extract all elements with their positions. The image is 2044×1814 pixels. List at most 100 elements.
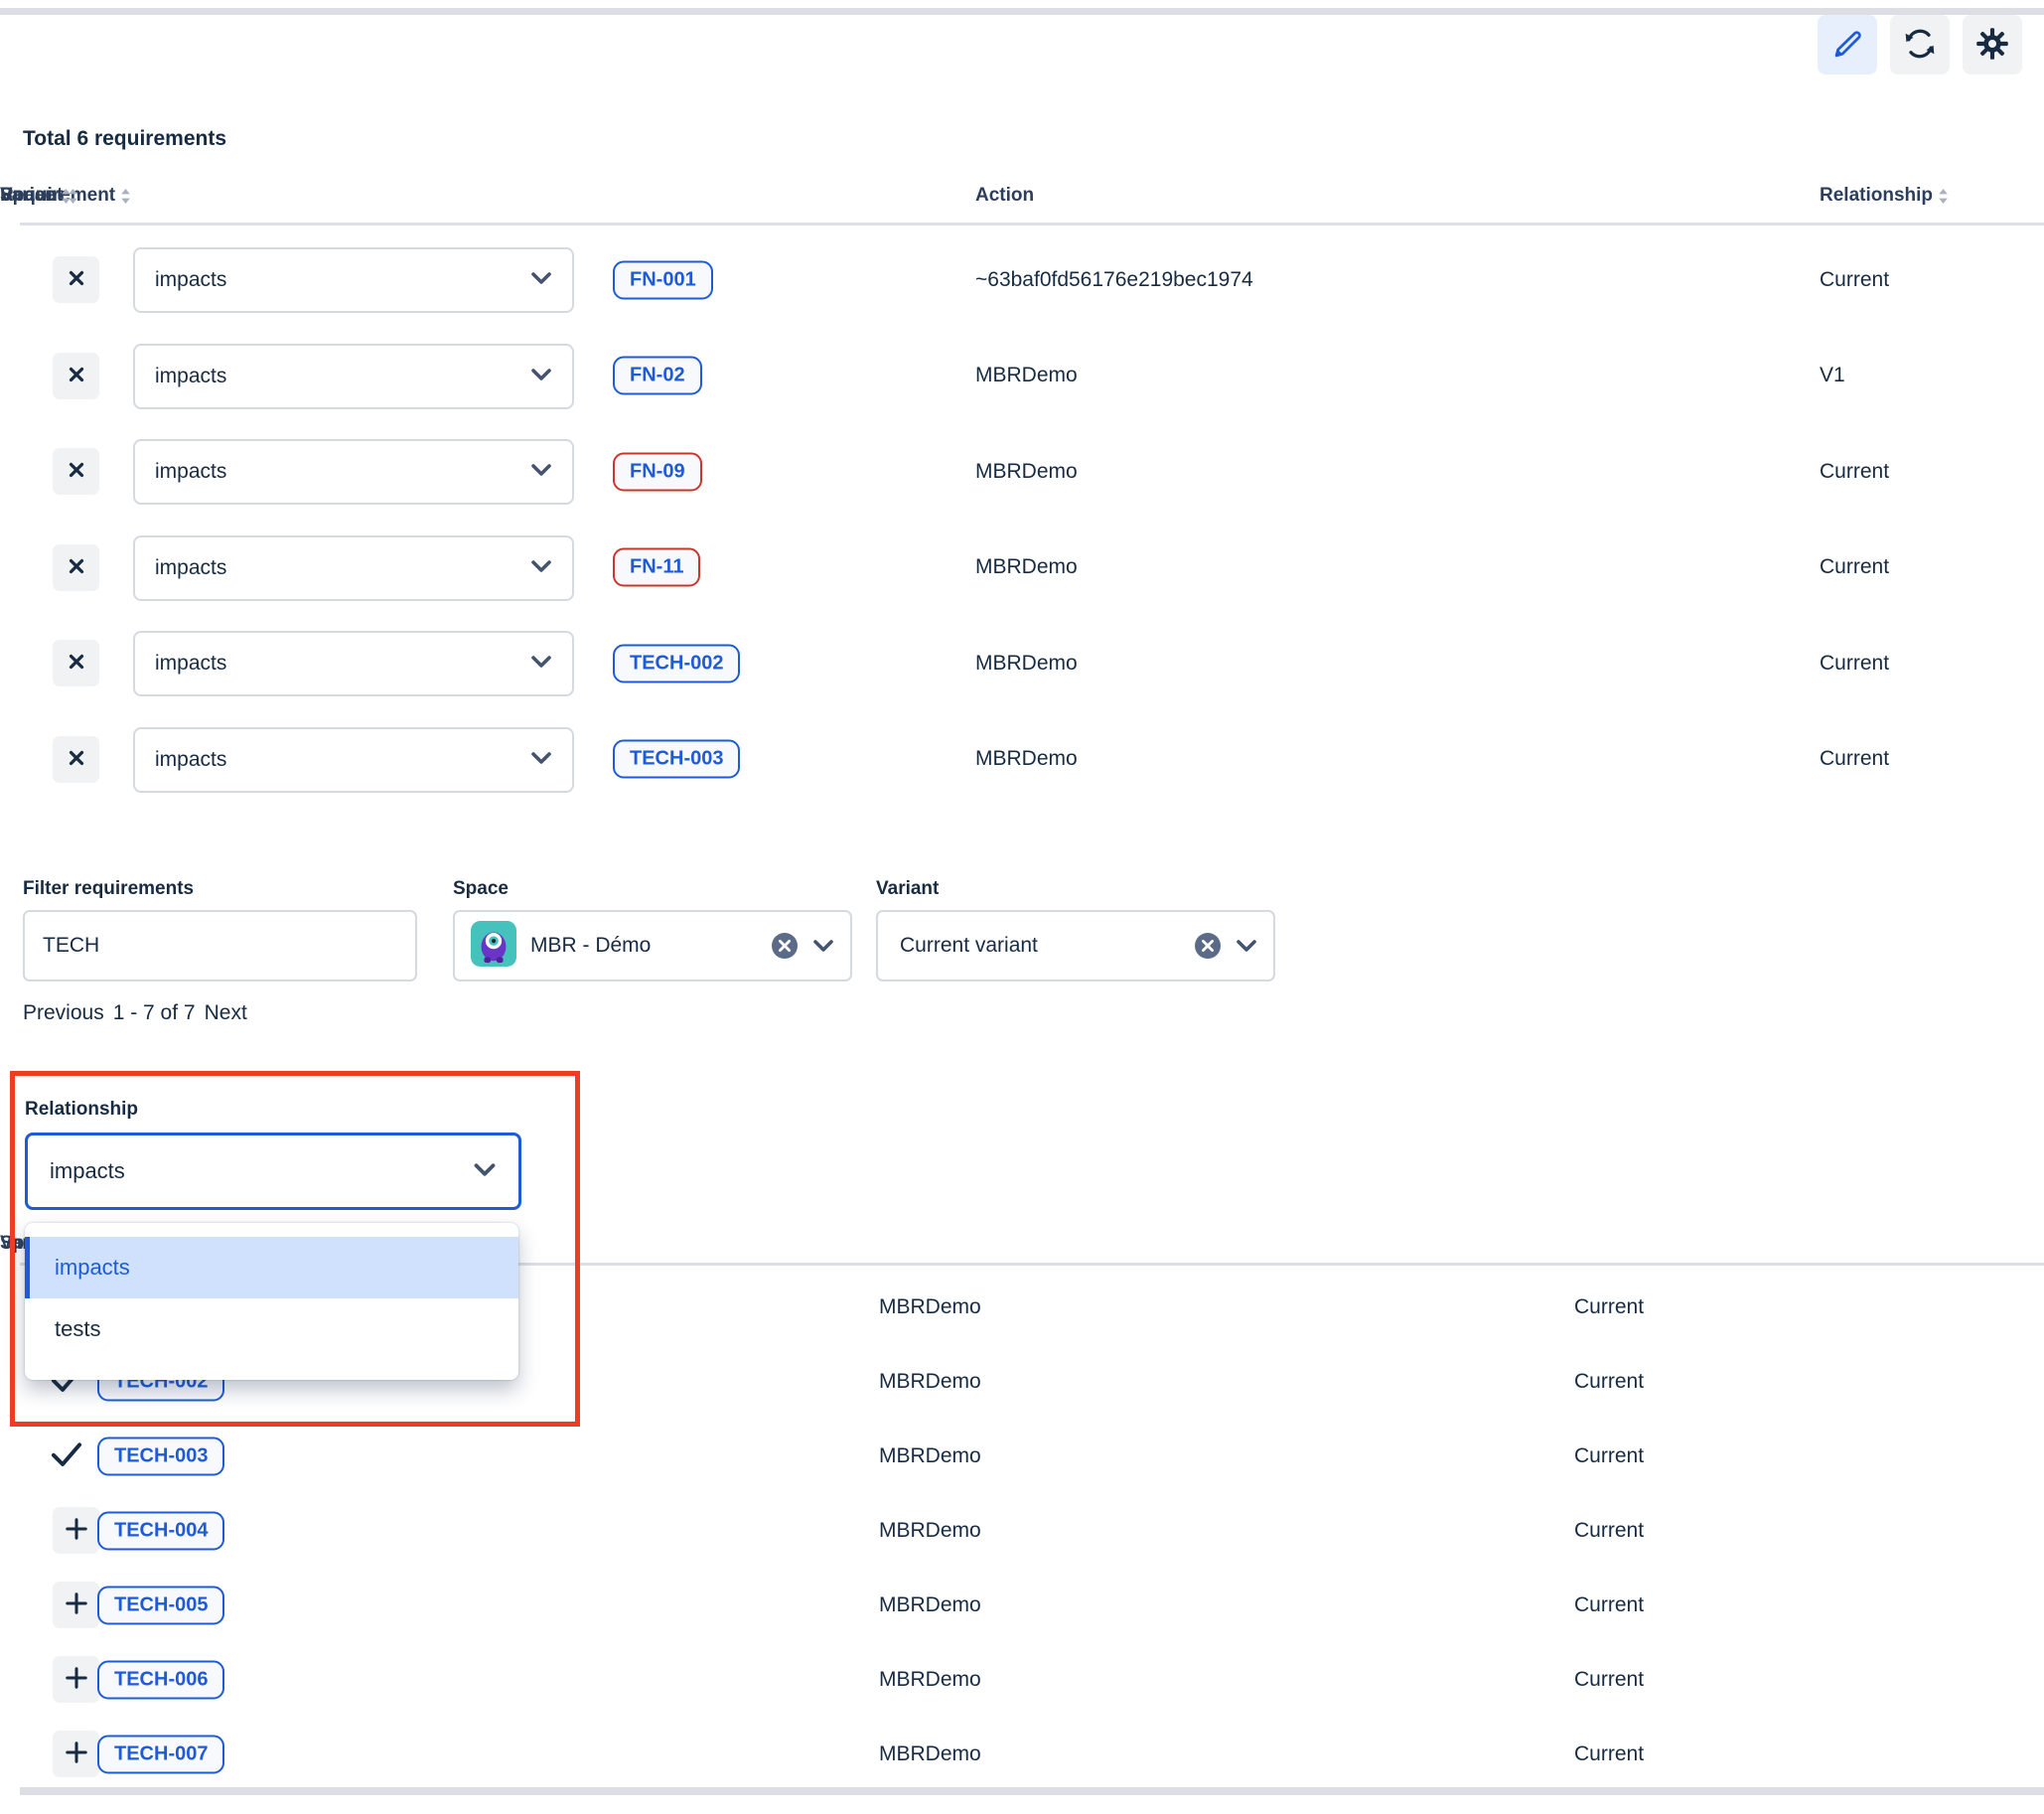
relationship-value: impacts xyxy=(155,747,227,771)
space-cell: MBRDemo xyxy=(975,364,1078,386)
previous-page-link[interactable]: Previous xyxy=(23,1001,104,1024)
requirement-key-badge[interactable]: FN-02 xyxy=(613,356,702,395)
relationship-select[interactable]: impacts xyxy=(133,247,574,313)
column-header[interactable]: Relationship xyxy=(1820,185,1949,210)
remove-link-button[interactable] xyxy=(53,256,99,303)
add-link-button[interactable] xyxy=(53,1656,99,1703)
relationship-select[interactable]: impacts xyxy=(133,534,574,601)
requirement-key-badge[interactable]: FN-001 xyxy=(613,260,713,299)
refresh-button[interactable] xyxy=(1890,15,1950,75)
remove-link-button[interactable] xyxy=(53,543,99,591)
requirement-key-badge[interactable]: TECH-006 xyxy=(97,1660,225,1699)
table-row: impacts FN-001 ~63baf0fd56176e219bec1974… xyxy=(0,231,2044,328)
pagination-range: 1 - 7 of 7 xyxy=(112,1001,196,1024)
space-cell: MBRDemo xyxy=(879,1369,981,1393)
variant-cell: Current xyxy=(1820,459,1890,483)
relationship-picker-select[interactable]: impacts xyxy=(25,1133,521,1210)
space-cell: MBRDemo xyxy=(879,1741,981,1765)
chevron-down-icon[interactable] xyxy=(812,938,834,954)
pagination: Previous 1 - 7 of 7 Next xyxy=(23,1001,247,1025)
add-link-button[interactable] xyxy=(53,1582,99,1628)
relationship-select[interactable]: impacts xyxy=(133,726,574,793)
table-row: impacts FN-02 MBRDemo V1 xyxy=(0,328,2044,424)
dropdown-option-label: tests xyxy=(55,1316,101,1341)
requirement-key-badge[interactable]: TECH-004 xyxy=(97,1511,225,1550)
variant-filter-select[interactable]: Current variant xyxy=(876,910,1275,982)
space-filter-value: MBR - Démo xyxy=(530,934,652,957)
table-row: TECH-003 MBRDemo Current xyxy=(0,1419,2044,1493)
column-header-label: Requirement xyxy=(0,185,116,206)
sort-icon xyxy=(1938,188,1949,210)
variant-cell: Current xyxy=(1574,1518,1645,1542)
relationship-picker-label: Relationship xyxy=(25,1099,139,1120)
column-header-label: Variant xyxy=(0,185,64,206)
close-icon xyxy=(65,650,88,677)
requirement-key-badge[interactable]: TECH-002 xyxy=(613,644,741,682)
add-link-button[interactable] xyxy=(53,1731,99,1777)
plus-icon xyxy=(64,1516,89,1545)
chevron-down-icon[interactable] xyxy=(1236,938,1257,954)
variant-cell: Current xyxy=(1574,1741,1645,1765)
close-icon xyxy=(65,458,88,485)
variant-cell: V1 xyxy=(1820,364,1845,386)
close-icon xyxy=(65,746,88,773)
remove-link-button[interactable] xyxy=(53,448,99,495)
table-row: TECH-005 MBRDemo Current xyxy=(0,1568,2044,1642)
variant-filter-label: Variant xyxy=(876,878,940,899)
relationship-value: impacts xyxy=(155,268,227,291)
remove-link-button[interactable] xyxy=(53,735,99,783)
space-cell: MBRDemo xyxy=(879,1294,981,1318)
remove-link-button[interactable] xyxy=(53,640,99,686)
top-divider xyxy=(0,8,2044,15)
dropdown-option[interactable]: impacts xyxy=(25,1237,518,1298)
column-header[interactable]: Action xyxy=(975,185,1034,207)
space-cell: MBRDemo xyxy=(975,651,1078,675)
next-page-link[interactable]: Next xyxy=(204,1001,247,1024)
table-row: impacts FN-09 MBRDemo Current xyxy=(0,423,2044,520)
requirement-key-badge[interactable]: TECH-003 xyxy=(97,1436,225,1475)
relationship-select[interactable]: impacts xyxy=(133,631,574,696)
column-header[interactable]: Space xyxy=(0,185,72,210)
bottom-divider xyxy=(20,1787,2044,1795)
close-icon xyxy=(65,554,88,581)
space-cell: MBRDemo xyxy=(879,1592,981,1616)
chevron-down-icon xyxy=(530,460,552,484)
chevron-down-icon xyxy=(530,748,552,772)
space-filter-select[interactable]: MBR - Démo xyxy=(453,910,852,982)
table-header-divider xyxy=(20,1263,2044,1266)
column-header[interactable]: Requirement xyxy=(0,185,131,210)
filter-requirements-input[interactable] xyxy=(23,910,417,982)
variant-cell: Current xyxy=(1574,1294,1645,1318)
variant-cell: Current xyxy=(1574,1592,1645,1616)
chevron-down-icon xyxy=(473,1158,497,1184)
relationship-select[interactable]: impacts xyxy=(133,439,574,505)
total-requirements-label: Total 6 requirements xyxy=(23,127,226,150)
requirement-key-badge[interactable]: TECH-007 xyxy=(97,1735,225,1773)
table-row: TECH-004 MBRDemo Current xyxy=(0,1493,2044,1568)
dropdown-option[interactable]: tests xyxy=(25,1298,518,1360)
edit-button[interactable] xyxy=(1818,15,1877,75)
space-filter-label: Space xyxy=(453,878,509,899)
toolbar xyxy=(1818,15,2022,75)
relationship-select[interactable]: impacts xyxy=(133,343,574,409)
variant-cell: Current xyxy=(1574,1369,1645,1393)
settings-button[interactable] xyxy=(1963,15,2022,75)
requirement-key-badge[interactable]: FN-09 xyxy=(613,452,702,491)
clear-icon[interactable] xyxy=(1194,932,1222,960)
variant-cell: Current xyxy=(1820,267,1890,291)
chevron-down-icon xyxy=(530,365,552,388)
sort-icon xyxy=(61,188,72,210)
relationship-value: impacts xyxy=(155,652,227,675)
requirement-key-badge[interactable]: TECH-005 xyxy=(97,1586,225,1624)
space-cell: MBRDemo xyxy=(975,459,1078,483)
remove-link-button[interactable] xyxy=(53,352,99,399)
column-header[interactable]: Variant xyxy=(0,185,78,210)
pencil-icon xyxy=(1831,28,1863,63)
check-icon xyxy=(50,1438,83,1473)
relationship-dropdown-menu: impacts tests xyxy=(25,1223,518,1380)
add-link-button[interactable] xyxy=(53,1507,99,1554)
requirement-key-badge[interactable]: TECH-003 xyxy=(613,739,741,779)
requirement-key-badge[interactable]: FN-11 xyxy=(613,547,701,587)
plus-icon xyxy=(64,1590,89,1619)
clear-icon[interactable] xyxy=(771,932,799,960)
